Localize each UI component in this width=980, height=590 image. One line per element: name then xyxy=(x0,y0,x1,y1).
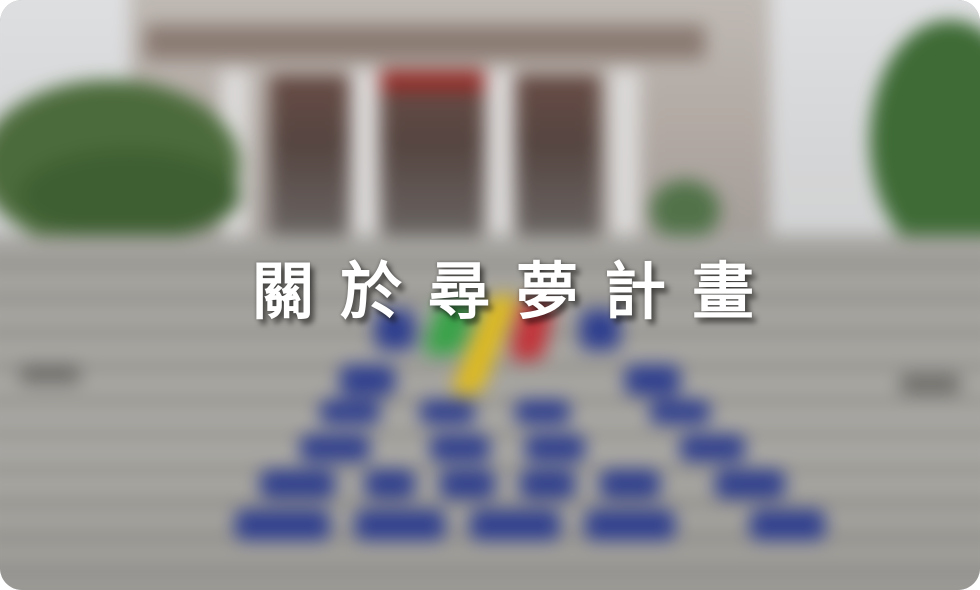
stair-mark xyxy=(320,400,380,424)
stair-mark xyxy=(525,435,585,461)
stair-mark xyxy=(235,510,330,540)
building-roof-band xyxy=(145,25,705,59)
building-entrance xyxy=(270,75,600,245)
stair-vent xyxy=(20,365,80,383)
stair-mark xyxy=(340,365,395,395)
stair-mark xyxy=(300,435,370,461)
shrub-left xyxy=(20,150,240,240)
stair-mark xyxy=(440,470,495,498)
stair-mark xyxy=(515,400,570,424)
stair-mark xyxy=(375,310,415,350)
shrub-right xyxy=(650,180,720,240)
stair-mark xyxy=(355,510,445,540)
stair-mark xyxy=(470,510,560,540)
stair-mark xyxy=(430,435,490,461)
stair-mark xyxy=(520,470,575,498)
stair-mark xyxy=(585,510,675,540)
stair-mark xyxy=(680,435,745,461)
stair-mark xyxy=(715,470,785,498)
stair-mark xyxy=(625,365,680,395)
entrance-red-sign xyxy=(380,70,500,92)
building-column xyxy=(350,70,380,250)
stair-mark xyxy=(260,470,335,498)
stair-vent xyxy=(900,375,960,393)
building-column xyxy=(485,70,515,250)
building-column xyxy=(610,70,640,250)
stair-mark xyxy=(420,400,475,424)
stair-mark xyxy=(600,470,660,498)
banner-title: 關於尋夢計畫 xyxy=(251,255,780,328)
stair-mark xyxy=(650,400,710,424)
stair-mark xyxy=(365,470,415,498)
stair-mark xyxy=(750,510,825,540)
stair-mark xyxy=(580,310,620,350)
